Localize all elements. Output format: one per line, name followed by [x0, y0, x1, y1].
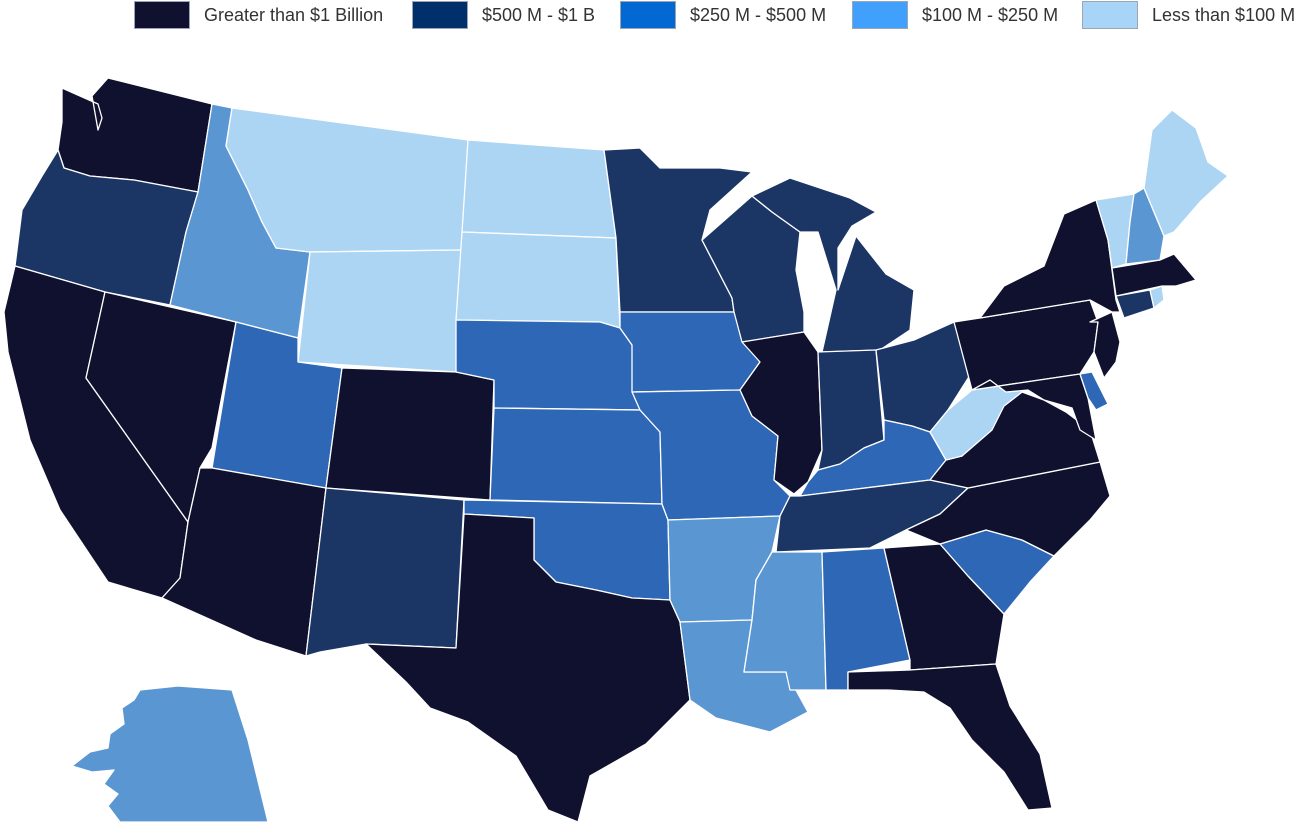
state-north-carolina[interactable] [905, 461, 1111, 557]
legend-swatch [1082, 1, 1138, 29]
legend-label: $500 M - $1 B [482, 4, 596, 25]
legend-label: $250 M - $500 M [690, 4, 827, 25]
state-massachusetts[interactable] [1111, 253, 1197, 297]
state-west-virginia[interactable] [929, 379, 1029, 461]
state-kansas[interactable] [489, 407, 663, 505]
legend-item-less-than-100m[interactable]: Less than $100 M [1082, 0, 1295, 30]
state-alaska[interactable] [71, 685, 269, 822]
legend-item-500m-1b[interactable]: $500 M - $1 B [412, 0, 595, 30]
legend-swatch [134, 1, 190, 29]
legend-swatch [852, 1, 908, 29]
state-minnesota[interactable] [603, 147, 753, 313]
state-texas[interactable] [365, 513, 691, 822]
state-north-dakota[interactable] [461, 139, 617, 239]
state-south-dakota[interactable] [455, 231, 621, 329]
state-delaware[interactable] [1079, 371, 1109, 411]
legend-label: Less than $100 M [1152, 4, 1296, 25]
legend-item-greater-than-1-billion[interactable]: Greater than $1 Billion [134, 0, 383, 30]
state-new-mexico[interactable] [305, 487, 465, 657]
legend-label: $100 M - $250 M [922, 4, 1059, 25]
state-florida[interactable] [847, 663, 1053, 811]
state-colorado[interactable] [325, 367, 495, 501]
state-new-york[interactable] [979, 199, 1121, 319]
state-kentucky[interactable] [799, 419, 947, 497]
us-states-map [3, 77, 1229, 822]
state-maine[interactable] [1143, 109, 1229, 237]
legend-label: Greater than $1 Billion [204, 4, 384, 25]
legend-swatch [620, 1, 676, 29]
legend-item-250m-500m[interactable]: $250 M - $500 M [620, 0, 826, 30]
state-illinois[interactable] [739, 331, 823, 495]
legend-swatch [412, 1, 468, 29]
map-legend: Greater than $1 Billion $500 M - $1 B $2… [0, 0, 1312, 34]
state-michigan[interactable] [751, 177, 915, 353]
state-new-jersey[interactable] [1089, 311, 1121, 379]
legend-item-100m-250m[interactable]: $100 M - $250 M [852, 0, 1058, 30]
state-wyoming[interactable] [297, 249, 463, 373]
